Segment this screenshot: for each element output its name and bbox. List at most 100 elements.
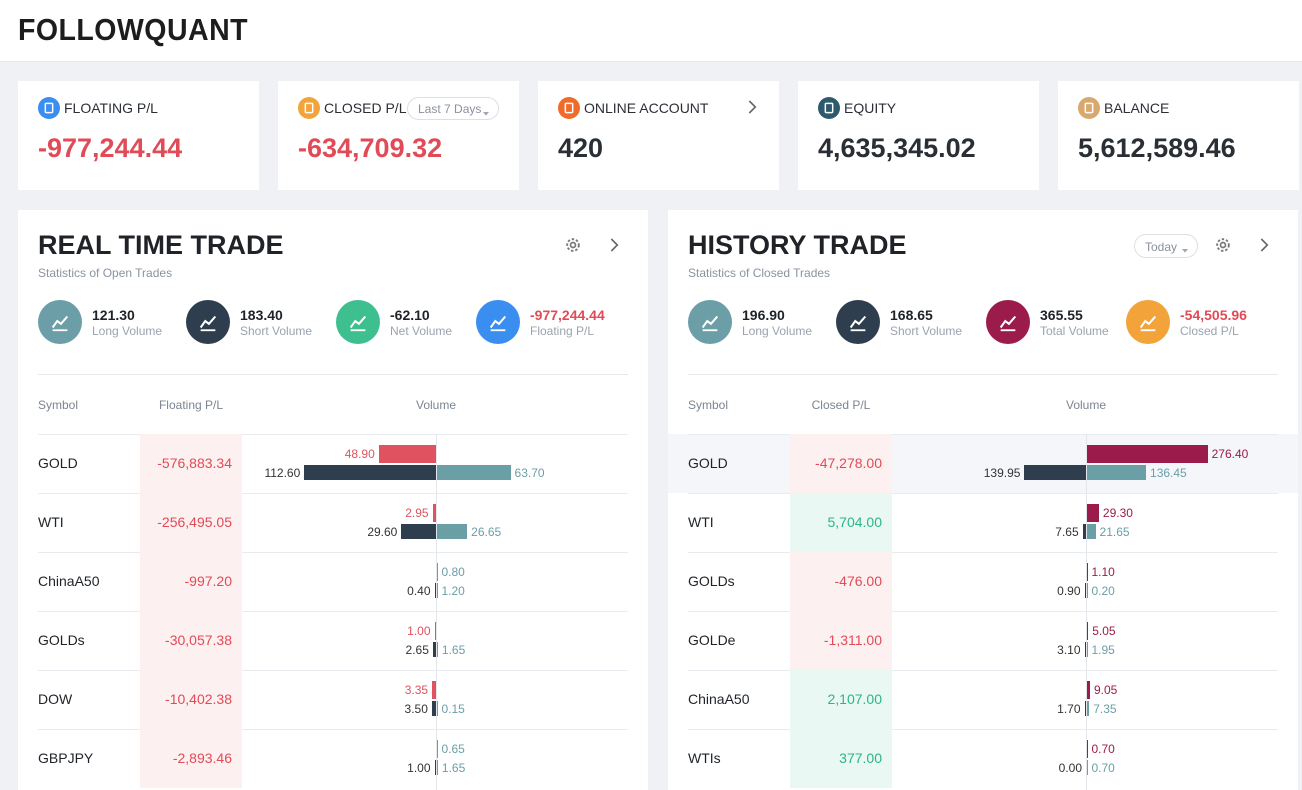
icon-glyph bbox=[483, 112, 489, 116]
volume-bar-long bbox=[1086, 524, 1096, 539]
period-filter[interactable]: Today bbox=[1134, 234, 1198, 258]
volume-label-short: 1.00 bbox=[407, 761, 431, 775]
row-divider bbox=[38, 552, 628, 553]
volume-bar-short bbox=[304, 465, 436, 480]
volume-label-top: 1.10 bbox=[1091, 565, 1115, 579]
stat-icon bbox=[836, 300, 880, 344]
stat-icon bbox=[476, 300, 520, 344]
symbol[interactable]: WTI bbox=[38, 514, 64, 530]
volume-label-short: 139.95 bbox=[983, 466, 1021, 480]
icon-glyph bbox=[51, 315, 69, 332]
pl-cell-bg bbox=[790, 493, 892, 552]
icon-glyph bbox=[199, 315, 217, 332]
volume-bar-top bbox=[1086, 622, 1089, 640]
volume-bar-long bbox=[1086, 701, 1090, 716]
row-divider bbox=[688, 729, 1278, 730]
row-divider bbox=[38, 729, 628, 730]
icon-glyph bbox=[304, 102, 314, 114]
symbol[interactable]: GOLDe bbox=[688, 632, 736, 648]
row-divider bbox=[688, 611, 1278, 612]
pl-cell-bg bbox=[790, 670, 892, 729]
card-icon bbox=[818, 97, 840, 119]
pl-value: -476.00 bbox=[834, 573, 882, 589]
volume-axis bbox=[1086, 434, 1087, 790]
period-filter[interactable]: Last 7 Days bbox=[407, 97, 499, 120]
volume-label-long: 0.20 bbox=[1091, 584, 1115, 598]
volume-label-short: 0.00 bbox=[1058, 761, 1082, 775]
icon-glyph bbox=[566, 238, 580, 252]
symbol[interactable]: ChinaA50 bbox=[38, 573, 100, 589]
stat-label: Short Volume bbox=[890, 324, 963, 338]
pl-value: -576,883.34 bbox=[157, 455, 232, 471]
panel-title: REAL TIME TRADE bbox=[38, 230, 284, 260]
icon-glyph bbox=[489, 315, 507, 332]
stat-value: -977,244.44 bbox=[530, 307, 605, 323]
volume-axis bbox=[436, 434, 437, 790]
row-divider bbox=[688, 552, 1278, 553]
icon-glyph bbox=[701, 315, 719, 332]
pl-cell-bg bbox=[140, 611, 242, 670]
pl-value: -1,311.00 bbox=[823, 632, 882, 648]
volume-label-top: 9.05 bbox=[1093, 683, 1118, 697]
divider bbox=[688, 374, 1278, 375]
icon-glyph bbox=[1216, 238, 1230, 252]
icon-glyph bbox=[1260, 238, 1269, 252]
symbol[interactable]: GOLDs bbox=[688, 573, 735, 589]
symbol[interactable]: GOLD bbox=[38, 455, 78, 471]
row-divider bbox=[688, 493, 1278, 494]
symbol[interactable]: DOW bbox=[38, 691, 73, 707]
volume-label-top: 5.05 bbox=[1092, 624, 1116, 638]
panel-link[interactable] bbox=[606, 236, 622, 254]
volume-bar-top bbox=[1086, 681, 1090, 699]
stat-card: BALANCE 5,612,589.46 bbox=[1058, 81, 1299, 190]
symbol[interactable]: GBPJPY bbox=[38, 750, 94, 766]
volume-label-long: 136.45 bbox=[1150, 466, 1187, 480]
pl-cell-bg bbox=[790, 434, 892, 493]
pl-cell-bg bbox=[790, 552, 892, 611]
symbol[interactable]: GOLDs bbox=[38, 632, 85, 648]
volume-label-short: 0.90 bbox=[1057, 584, 1081, 598]
stat-card: FLOATING P/L -977,244.44 bbox=[18, 81, 259, 190]
volume-bar-top bbox=[378, 445, 436, 463]
stat-value: 168.65 bbox=[890, 307, 933, 323]
dropdown-caret bbox=[1180, 242, 1190, 253]
column-header: Volume bbox=[415, 398, 457, 412]
icon-glyph bbox=[1182, 249, 1188, 253]
settings-button[interactable] bbox=[563, 235, 583, 255]
panel-subtitle: Statistics of Open Trades bbox=[38, 266, 173, 280]
pl-value: -2,893.46 bbox=[172, 750, 232, 766]
volume-label-top: 3.35 bbox=[404, 683, 429, 697]
volume-bar-short bbox=[401, 524, 436, 539]
stat-value: -62.10 bbox=[390, 307, 430, 323]
settings-button[interactable] bbox=[1213, 235, 1233, 255]
volume-label-top: 29.30 bbox=[1102, 506, 1133, 520]
logo[interactable]: FOLLOWQUANT bbox=[18, 12, 249, 47]
panel-subtitle: Statistics of Closed Trades bbox=[688, 266, 831, 280]
stat-card: EQUITY 4,635,345.02 bbox=[798, 81, 1039, 190]
volume-label-short: 112.60 bbox=[264, 466, 301, 480]
stat-label: Floating P/L bbox=[530, 324, 595, 338]
row-divider bbox=[38, 434, 628, 435]
volume-bar-top bbox=[432, 504, 436, 522]
row-divider bbox=[38, 670, 628, 671]
symbol[interactable]: ChinaA50 bbox=[688, 691, 750, 707]
dropdown-caret bbox=[481, 105, 491, 116]
panel-link[interactable] bbox=[1256, 236, 1272, 254]
icon-glyph bbox=[564, 102, 574, 114]
stat-value: 196.90 bbox=[742, 307, 785, 323]
volume-label-top: 276.40 bbox=[1211, 447, 1249, 461]
symbol[interactable]: WTI bbox=[688, 514, 714, 530]
card-value: 4,635,345.02 bbox=[818, 133, 976, 163]
card-icon bbox=[558, 97, 580, 119]
pl-value: 377.00 bbox=[839, 750, 882, 766]
volume-bar-short bbox=[1084, 642, 1086, 657]
column-header: Volume bbox=[1065, 398, 1107, 412]
volume-bar-top bbox=[1086, 504, 1099, 522]
symbol[interactable]: WTIs bbox=[688, 750, 721, 766]
stat-icon bbox=[336, 300, 380, 344]
trade-panel: REAL TIME TRADE Statistics of Open Trades… bbox=[18, 210, 648, 790]
trade-panel: HISTORY TRADE Statistics of Closed Trades… bbox=[668, 210, 1298, 790]
symbol[interactable]: GOLD bbox=[688, 455, 728, 471]
card-icon bbox=[1078, 97, 1100, 119]
